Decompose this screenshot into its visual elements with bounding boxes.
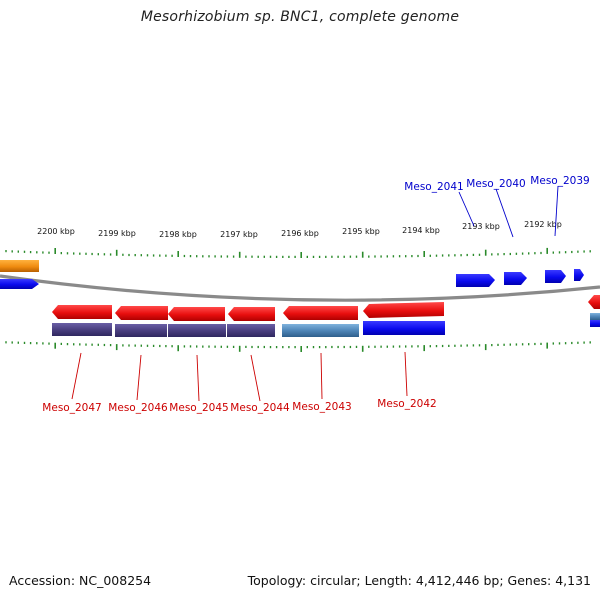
genome-backbone bbox=[0, 274, 600, 302]
label-leader-line bbox=[250, 354, 261, 402]
genome-stats-text: Topology: circular; Length: 4,412,446 bp… bbox=[247, 573, 591, 588]
feature-bar-steel bbox=[282, 324, 359, 337]
accession-text: Accession: NC_008254 bbox=[9, 573, 152, 588]
scale-tick-label: 2196 kbp bbox=[281, 229, 319, 238]
feature-bar-purple bbox=[115, 324, 167, 337]
gene-label-meso-2042[interactable]: Meso_2042 bbox=[377, 398, 436, 410]
scale-tick-label: 2200 kbp bbox=[37, 227, 75, 236]
feature-bar-purple bbox=[52, 323, 112, 336]
gene-label-meso-2044[interactable]: Meso_2044 bbox=[230, 402, 290, 414]
gene-label-meso-2040[interactable]: Meso_2040 bbox=[466, 178, 525, 190]
label-leader-line bbox=[495, 188, 514, 238]
feature-bar-blue bbox=[590, 320, 600, 327]
gene-label-meso-2045[interactable]: Meso_2045 bbox=[169, 402, 228, 414]
label-leader-line bbox=[320, 352, 323, 400]
label-leader-line bbox=[404, 351, 408, 397]
gene-arrow-forward[interactable] bbox=[545, 270, 566, 283]
scale-tick-label: 2192 kbp bbox=[524, 220, 562, 229]
feature-bar-blue bbox=[363, 321, 445, 335]
gene-arrow-forward[interactable] bbox=[574, 269, 584, 281]
scale-tick-label: 2193 kbp bbox=[462, 222, 500, 231]
label-leader-line bbox=[554, 185, 559, 237]
scale-tick-labels: 2200 kbp 2199 kbp 2198 kbp 2197 kbp 2196 kbp… bbox=[37, 220, 562, 239]
gene-arrow-forward[interactable] bbox=[0, 279, 39, 289]
scale-tick-label: 2194 kbp bbox=[402, 226, 440, 235]
feature-bar-purple bbox=[227, 324, 275, 337]
scale-tick-label: 2197 kbp bbox=[220, 230, 258, 239]
label-leader-line bbox=[71, 352, 82, 400]
feature-orange-bar bbox=[0, 260, 39, 272]
scale-tick-label: 2199 kbp bbox=[98, 229, 136, 238]
feature-bar-purple bbox=[168, 324, 226, 337]
scale-ticks-bottom bbox=[5, 341, 591, 352]
map-title: Mesorhizobium sp. BNC1, complete genome bbox=[140, 9, 460, 25]
gene-arrow-forward[interactable] bbox=[504, 272, 527, 285]
label-leader-line bbox=[196, 354, 200, 402]
gene-label-meso-2043[interactable]: Meso_2043 bbox=[292, 401, 351, 413]
scale-tick-label: 2198 kbp bbox=[159, 230, 197, 239]
gene-arrow-forward[interactable] bbox=[456, 274, 495, 287]
gene-label-meso-2047[interactable]: Meso_2047 bbox=[42, 402, 101, 414]
gene-label-meso-2041[interactable]: Meso_2041 bbox=[404, 181, 463, 193]
gene-arrow-reverse[interactable] bbox=[283, 306, 358, 320]
gene-arrow-reverse[interactable] bbox=[168, 307, 225, 321]
gene-arrow-reverse[interactable] bbox=[115, 306, 168, 320]
feature-bar-steel bbox=[590, 313, 600, 320]
gene-arrow-reverse[interactable] bbox=[588, 295, 600, 309]
label-leader-line bbox=[458, 191, 475, 227]
gene-arrow-reverse[interactable] bbox=[52, 305, 112, 319]
gene-label-meso-2046[interactable]: Meso_2046 bbox=[108, 402, 168, 414]
scale-tick-label: 2195 kbp bbox=[342, 227, 380, 236]
gene-arrow-reverse[interactable] bbox=[363, 302, 444, 318]
scale-ticks-top bbox=[5, 247, 591, 258]
label-leader-line bbox=[136, 354, 142, 401]
gene-label-meso-2039[interactable]: Meso_2039 bbox=[530, 175, 589, 187]
gene-arrow-reverse[interactable] bbox=[228, 307, 275, 321]
